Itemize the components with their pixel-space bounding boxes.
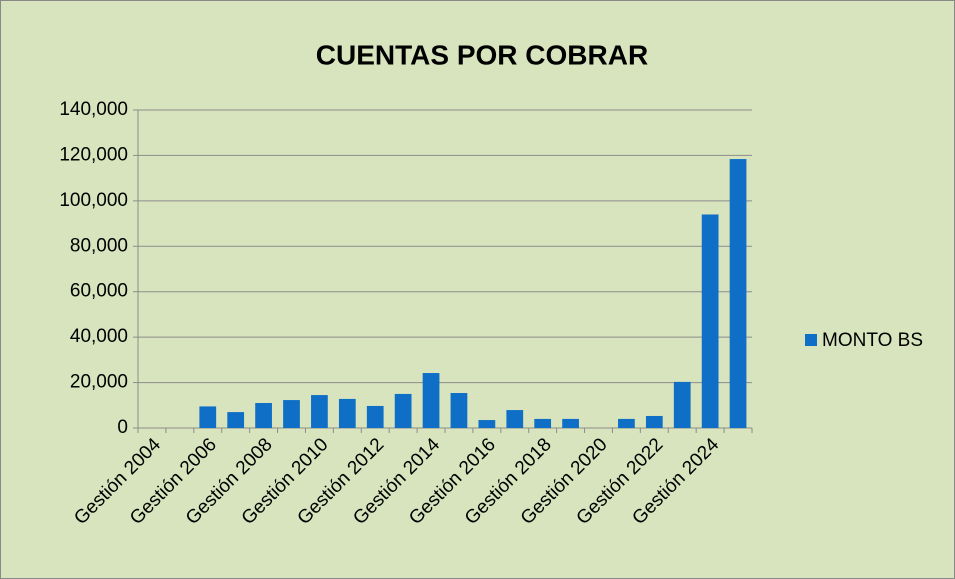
bar [729,159,747,428]
y-tick-label: 140,000 [59,99,128,120]
bar [199,406,217,428]
bar [338,398,356,428]
bar [618,418,635,428]
bar [562,418,579,428]
bar [422,373,440,428]
y-tick-label: 20,000 [70,372,128,393]
y-tick-label: 40,000 [70,326,128,347]
bar [701,214,719,428]
y-tick-label: 120,000 [59,144,128,165]
bar [506,410,524,428]
chart-title: CUENTAS POR COBRAR [316,39,648,70]
y-tick-label: 80,000 [70,235,128,256]
bar [673,381,691,428]
bar [366,405,384,428]
y-tick-label: 100,000 [59,190,128,211]
bar [255,403,272,428]
bar [450,393,468,428]
legend-label: MONTO BS [822,330,923,351]
y-tick-label: 60,000 [70,281,128,302]
bar [534,418,552,428]
bar [227,412,245,428]
y-tick-label: 0 [117,417,128,438]
bar [283,400,300,428]
bar [311,395,328,428]
bar [394,393,412,428]
bar [645,415,663,428]
legend-swatch [805,334,817,346]
bar [478,420,496,428]
